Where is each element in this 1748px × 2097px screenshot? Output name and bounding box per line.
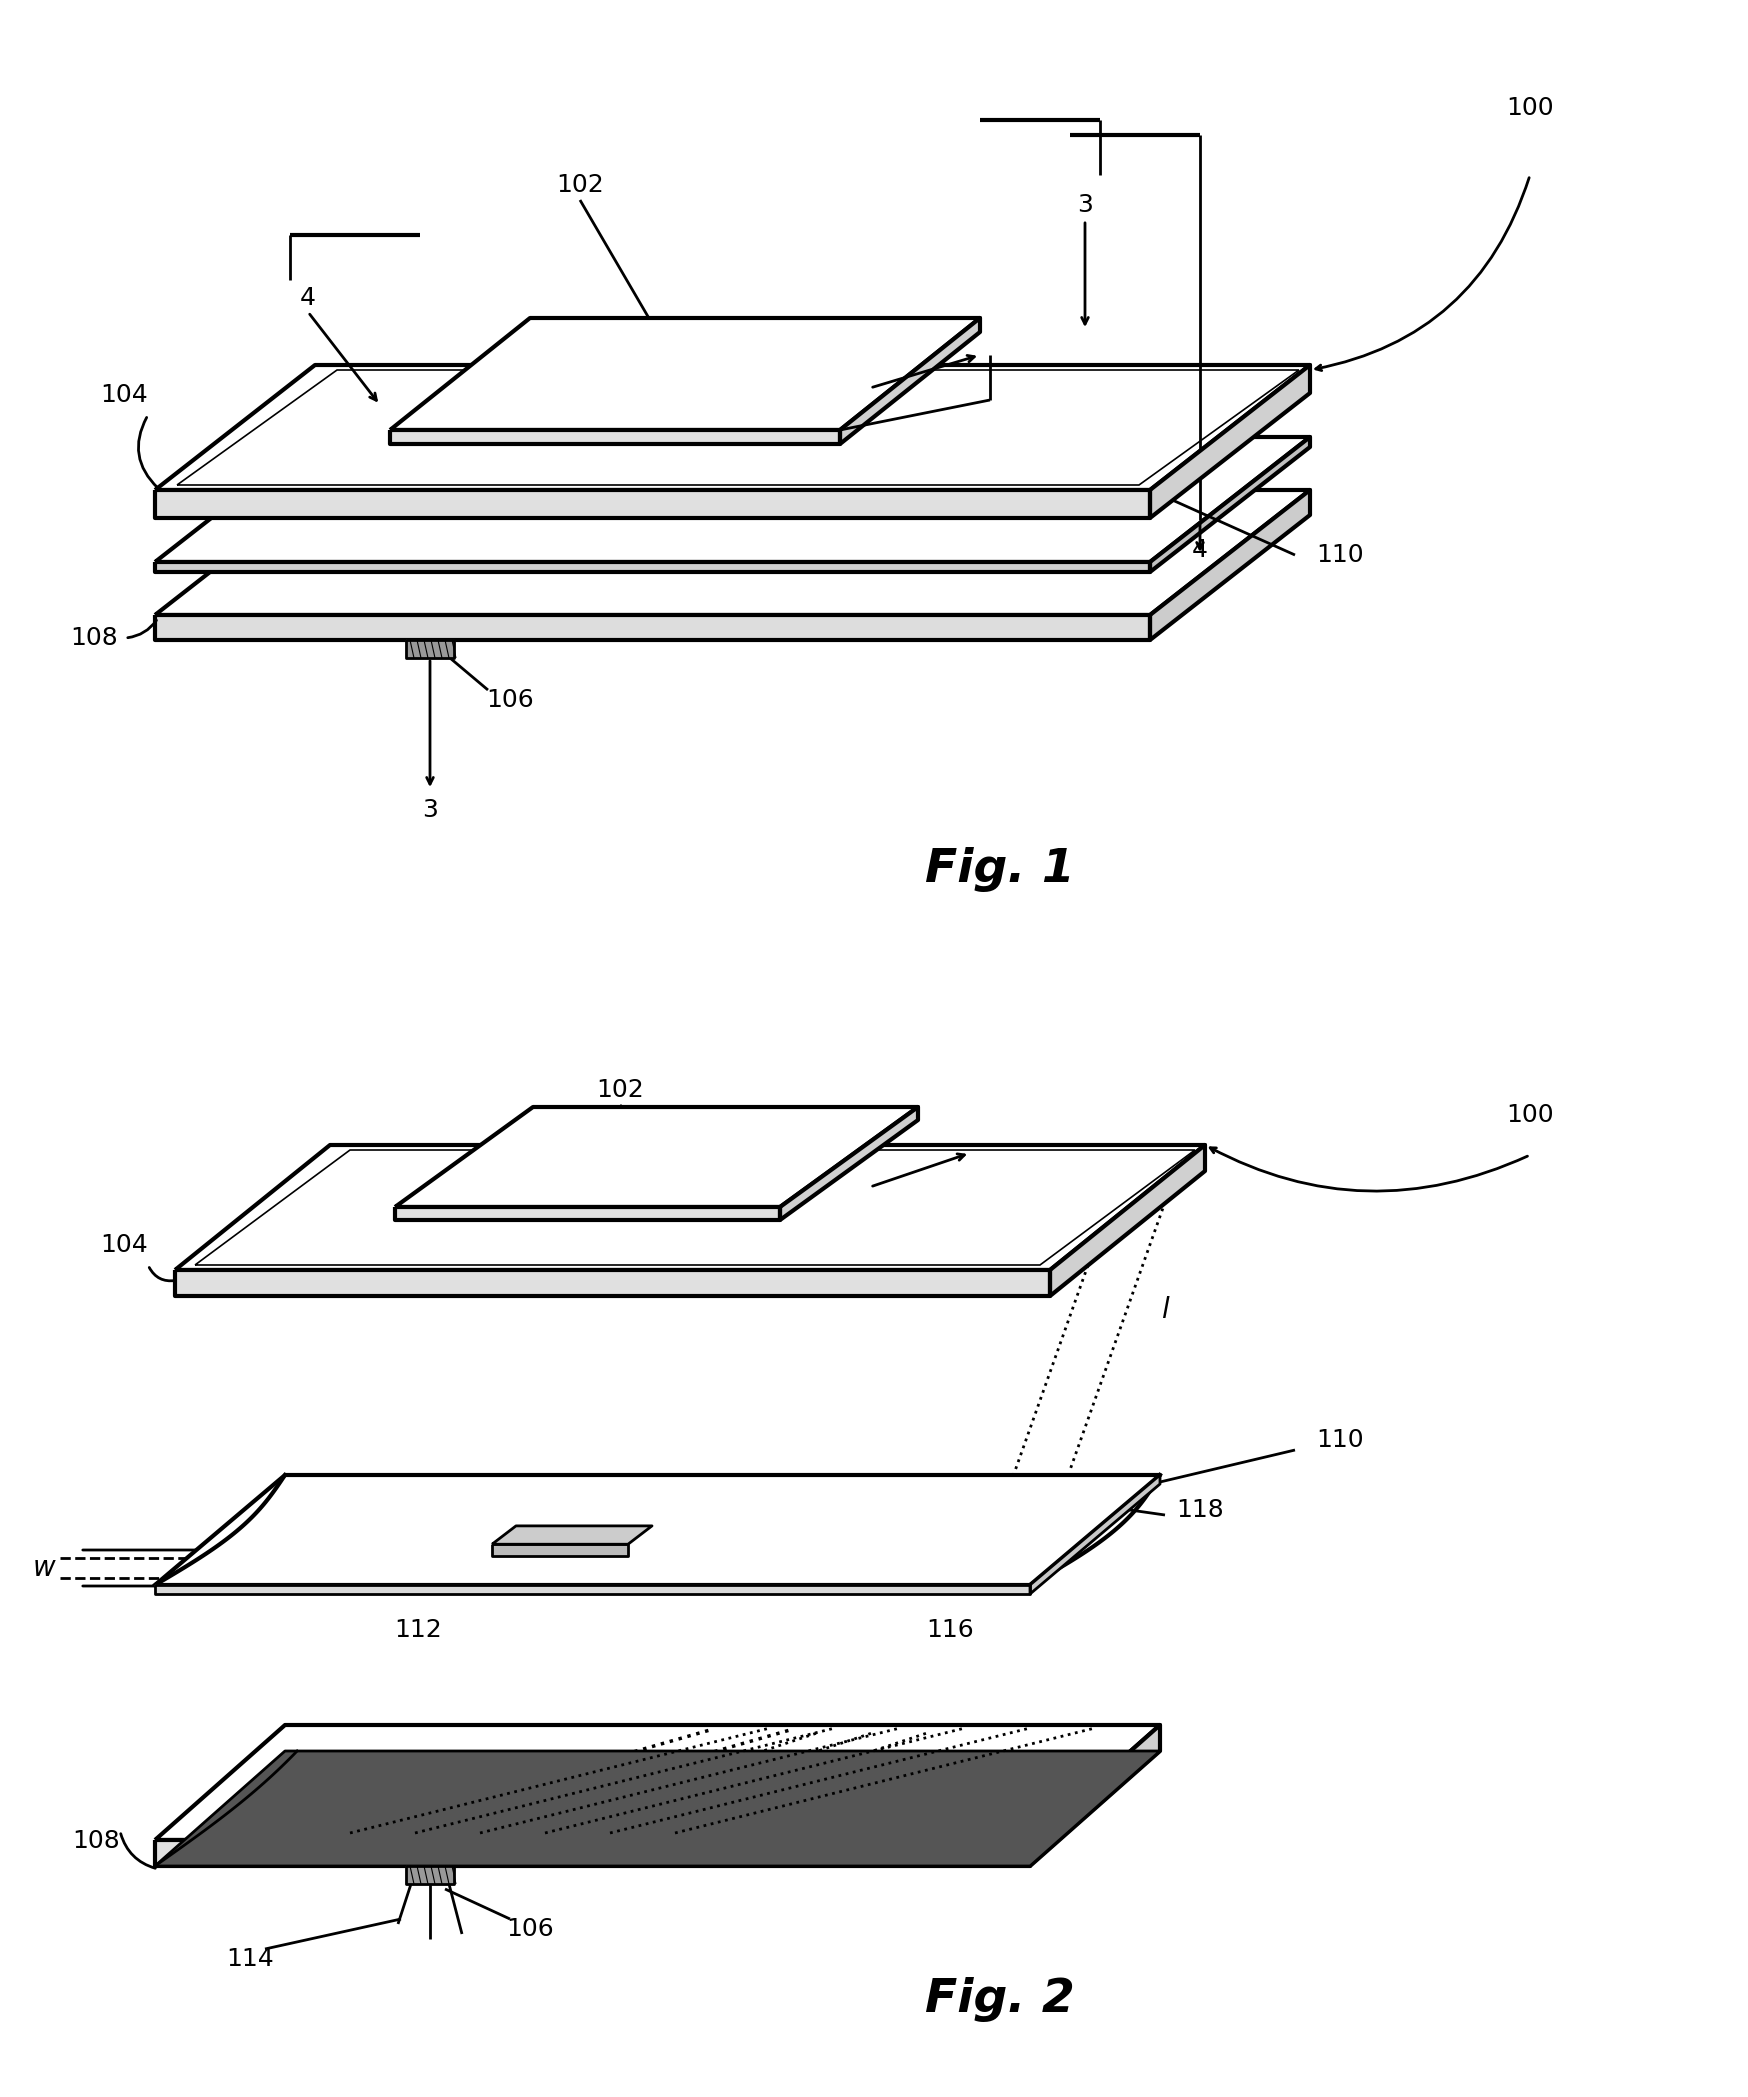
Text: 102: 102 <box>556 172 603 197</box>
Polygon shape <box>395 1107 918 1208</box>
Polygon shape <box>1150 491 1309 640</box>
Text: 100: 100 <box>1507 1103 1554 1126</box>
Polygon shape <box>156 365 1309 491</box>
Text: 116: 116 <box>926 1619 974 1642</box>
Text: 4: 4 <box>1192 539 1208 562</box>
Polygon shape <box>395 1208 780 1220</box>
Polygon shape <box>1030 1726 1161 1866</box>
Polygon shape <box>156 614 1150 640</box>
Text: 108: 108 <box>72 1829 121 1854</box>
Text: 110: 110 <box>1316 543 1363 566</box>
Text: 3: 3 <box>421 799 439 822</box>
Polygon shape <box>780 1107 918 1220</box>
Text: 108: 108 <box>70 627 119 650</box>
Text: Fig. 1: Fig. 1 <box>925 847 1075 893</box>
Text: 106: 106 <box>486 688 533 713</box>
Text: 100: 100 <box>1507 96 1554 120</box>
Text: w: w <box>31 1554 54 1581</box>
Polygon shape <box>1051 1145 1204 1296</box>
Text: 104: 104 <box>100 1233 149 1256</box>
Polygon shape <box>175 1145 1204 1271</box>
Text: 4: 4 <box>301 285 316 310</box>
Polygon shape <box>156 1726 1161 1839</box>
Polygon shape <box>491 1543 628 1556</box>
Text: 114: 114 <box>225 1946 274 1971</box>
Polygon shape <box>156 1839 1030 1866</box>
Text: 117: 117 <box>926 1808 974 1833</box>
Polygon shape <box>156 562 1150 572</box>
Polygon shape <box>156 1751 1161 1866</box>
Polygon shape <box>406 1866 454 1883</box>
Polygon shape <box>390 319 981 430</box>
Text: 110: 110 <box>1316 1428 1363 1451</box>
Text: l: l <box>1161 1296 1169 1323</box>
Text: 102: 102 <box>596 1078 643 1103</box>
Polygon shape <box>156 1585 1030 1594</box>
Polygon shape <box>156 1474 1161 1585</box>
Polygon shape <box>1150 365 1309 518</box>
Polygon shape <box>156 491 1309 614</box>
Polygon shape <box>156 491 1150 518</box>
Text: 106: 106 <box>507 1917 554 1942</box>
Polygon shape <box>390 430 841 445</box>
Polygon shape <box>175 1271 1051 1296</box>
Polygon shape <box>1150 436 1309 572</box>
Polygon shape <box>406 640 454 658</box>
Text: 112: 112 <box>393 1619 442 1642</box>
Polygon shape <box>841 319 981 445</box>
Polygon shape <box>156 436 1309 562</box>
Polygon shape <box>491 1527 652 1543</box>
Polygon shape <box>1030 1474 1161 1594</box>
Text: 3: 3 <box>1077 193 1092 216</box>
Text: 104: 104 <box>100 384 149 407</box>
Text: 118: 118 <box>1176 1497 1224 1522</box>
Text: Fig. 2: Fig. 2 <box>925 1977 1075 2022</box>
